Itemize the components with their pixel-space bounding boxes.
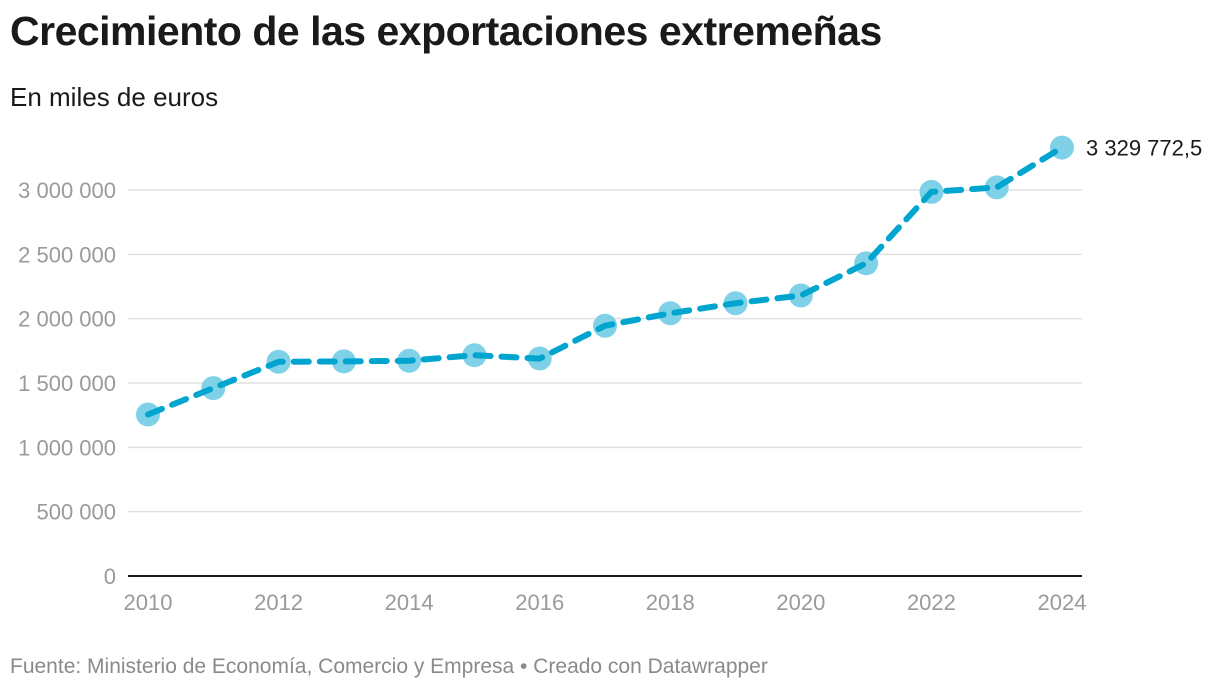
series-line [145,144,1065,418]
chart-title: Crecimiento de las exportaciones extreme… [10,8,882,54]
x-tick-label: 2010 [124,590,173,615]
data-point [658,301,683,326]
x-tick-label: 2018 [646,590,695,615]
y-tick-label: 0 [104,564,116,589]
grid-lines [128,189,1082,513]
y-tick-label: 2 000 000 [18,307,116,332]
chart-subtitle: En miles de euros [10,82,219,112]
y-tick-label: 2 500 000 [18,242,116,267]
x-tick-label: 2014 [385,590,434,615]
data-point [201,376,226,401]
y-tick-label: 1 000 000 [18,435,116,460]
y-tick-label: 3 000 000 [18,178,116,203]
data-series [145,144,1065,418]
x-tick-label: 2020 [776,590,825,615]
y-tick-label: 1 500 000 [18,371,116,396]
y-tick-label: 500 000 [36,500,116,525]
x-tick-label: 2022 [907,590,956,615]
x-tick-label: 2016 [515,590,564,615]
x-tick-labels: 2010 2012 2014 2016 2018 2020 2022 2024 [124,590,1087,615]
source-footer: Fuente: Ministerio de Economía, Comercio… [10,655,768,678]
last-value-label: 3 329 772,5 [1086,136,1202,161]
x-tick-label: 2012 [254,590,303,615]
y-tick-labels: 0 500 000 1 000 000 1 500 000 2 000 000 2 500… [18,178,116,589]
x-tick-label: 2024 [1038,590,1087,615]
